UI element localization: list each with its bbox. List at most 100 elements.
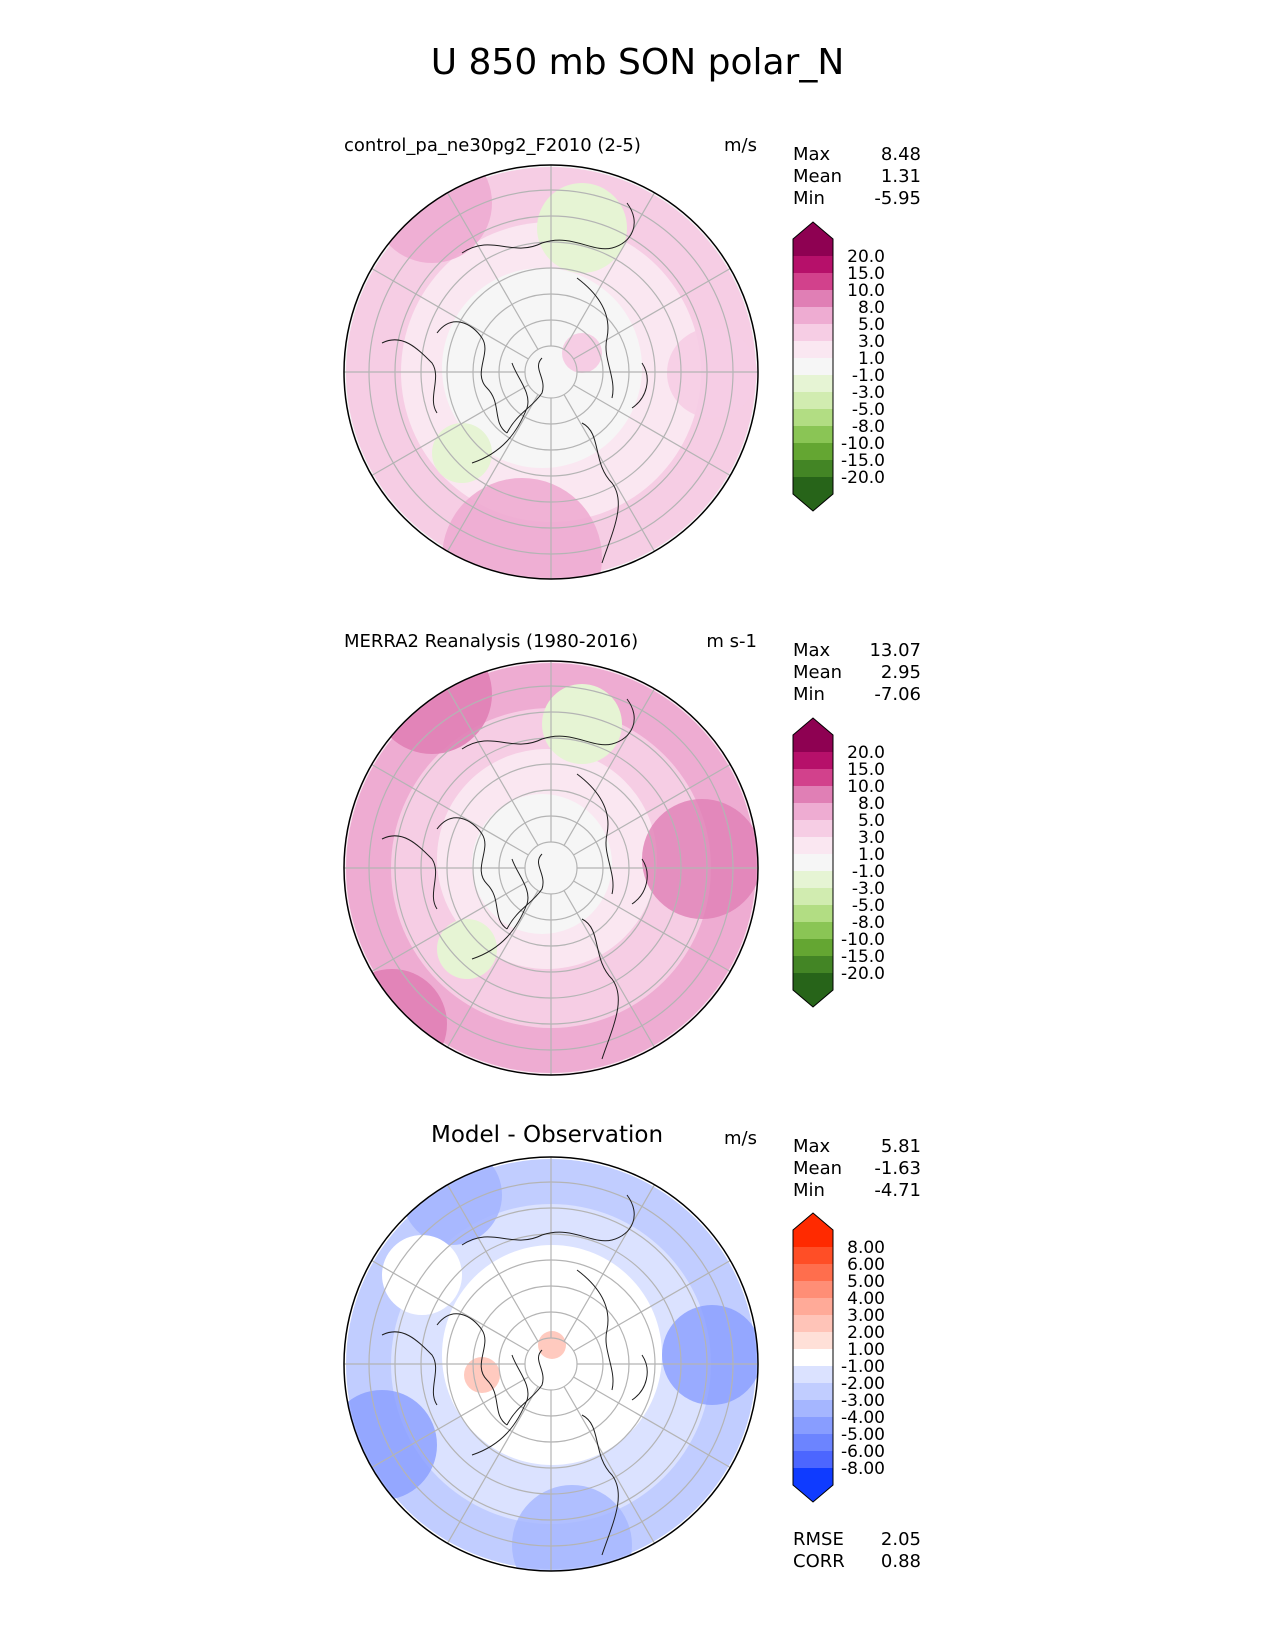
colorbar-segment [793,1383,833,1400]
colorbar-tick-label: 3.0 [858,332,885,352]
colorbar-segment [793,1451,833,1468]
coastline [576,773,614,895]
colorbar-tick-label: -1.0 [852,862,885,882]
stat-mean-model: 1.31 [880,166,921,187]
longitude-gridline [446,688,539,846]
colorbar-segment [793,375,833,392]
stat-label-mean: Mean [793,1158,843,1179]
colorbar-model: 20.015.010.08.05.03.01.0-1.0-3.0-5.0-8.0… [792,221,885,512]
colorbar-tick-label: 3.0 [858,828,885,848]
colorbar-tick-label: -5.00 [841,1425,885,1445]
stat-mean-obs: 2.95 [880,662,921,683]
colorbar-tick-label: 10.0 [847,777,885,797]
colorbar-segment [793,409,833,426]
coastline [471,1354,529,1456]
polar-map-obs [343,660,759,1076]
colorbar-outline [792,1212,834,1503]
colorbar-extension-bottom [793,973,833,1007]
longitude-gridline [371,384,529,477]
field-contour [562,333,602,373]
field-contour [442,478,602,579]
colorbar-segment [793,341,833,358]
figure-title: U 850 mb SON polar_N [430,42,845,83]
colorbar-segment [793,1298,833,1315]
colorbar-tick-label: 15.0 [847,760,885,780]
longitude-gridline [563,688,656,846]
colorbar-segment [793,1332,833,1349]
coastline [506,853,544,930]
coastline [631,858,648,905]
stat-label-mean: Mean [793,166,843,187]
colorbar-extension-bottom [793,477,833,511]
field-contour [538,1331,566,1359]
coastline [631,362,648,409]
stat-label-min: Min [793,188,825,209]
longitude-gridline [573,1376,731,1469]
colorbar-tick-label: -1.0 [852,366,885,386]
polar-map-model [343,164,759,580]
colorbar-segment [793,324,833,341]
colorbar-tick-label: -8.0 [852,913,885,933]
colorbar-segment [793,769,833,786]
stat-mean-diff: -1.63 [874,1158,921,1179]
coastline [436,321,508,434]
stat-label-min: Min [793,1180,825,1201]
coastline [436,817,508,930]
colorbar-tick-label: -20.0 [841,468,885,488]
colorbar-outline [792,221,834,512]
map-field [344,165,758,579]
field-contour [472,794,612,934]
stat-max-model: 8.48 [880,144,921,165]
coastline [461,1194,635,1246]
rmse-label: RMSE [793,1529,844,1550]
colorbar-tick-label: 20.0 [847,743,885,763]
coastline [461,202,635,254]
field-contour [464,1357,500,1393]
map-boundary [343,164,759,580]
colorbar-tick-label: 1.0 [858,845,885,865]
stat-min-obs: -7.06 [874,684,921,705]
colorbar-tick-label: 1.00 [847,1340,885,1360]
coastline [471,858,529,960]
colorbar-segment [793,752,833,769]
stat-min-diff: -4.71 [874,1180,921,1201]
colorbar-tick-label: -3.00 [841,1391,885,1411]
panel-units-obs: m s-1 [706,631,757,652]
stat-min-model: -5.95 [874,188,921,209]
colorbar-tick-label: 5.00 [847,1272,885,1292]
colorbar-tick-label: 8.00 [847,1238,885,1258]
map-boundary [343,1156,759,1572]
field-contour [432,423,492,483]
colorbar-segment [793,1349,833,1366]
colorbar-tick-label: -4.00 [841,1408,885,1428]
colorbar-tick-label: -2.00 [841,1374,885,1394]
colorbar-tick-label: -15.0 [841,451,885,471]
panel-units-model: m/s [724,135,757,156]
stat-label-mean: Mean [793,662,843,683]
colorbar-tick-label: -10.0 [841,930,885,950]
field-contour [537,183,627,273]
corr-label: CORR [793,1551,845,1572]
colorbar-segment [793,922,833,939]
colorbar-segment [793,1247,833,1264]
coastline [461,698,635,750]
coastline [471,362,529,464]
panel-title-model: control_pa_ne30pg2_F2010 (2-5) [344,135,641,156]
field-contour [667,328,757,418]
colorbar-segment [793,273,833,290]
colorbar-tick-label: -15.0 [841,947,885,967]
colorbar-outline [792,717,834,1008]
colorbar-segment [793,1400,833,1417]
coastline [631,1354,648,1401]
coastline [576,277,614,399]
coastline [381,339,438,414]
colorbar-extension-bottom [793,1468,833,1502]
longitude-gridline [446,192,539,350]
panel-title-obs: MERRA2 Reanalysis (1980-2016) [344,631,639,652]
colorbar-segment [793,1417,833,1434]
field-contour [662,1305,758,1405]
colorbar-tick-label: -1.00 [841,1357,885,1377]
colorbar-tick-label: -10.0 [841,434,885,454]
stats-block-diff: Max 5.81 Mean -1.63 Min -4.71 [793,1136,921,1202]
colorbar-segment [793,392,833,409]
